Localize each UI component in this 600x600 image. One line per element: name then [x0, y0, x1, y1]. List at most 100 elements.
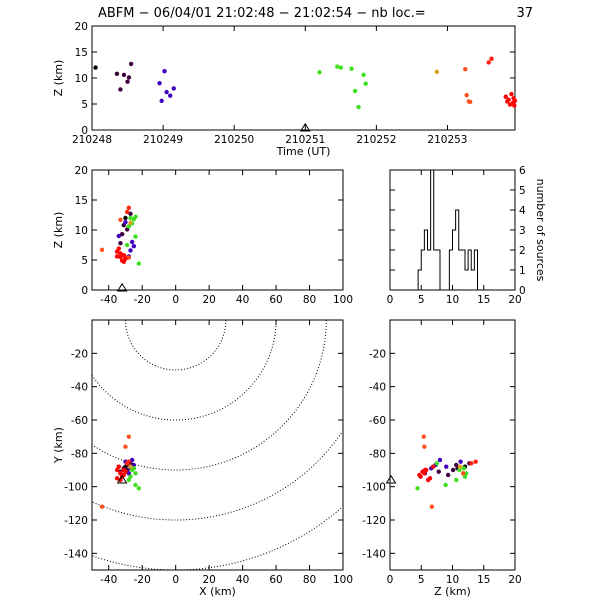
data-point	[460, 471, 466, 476]
y-axis-label: number of sources	[534, 179, 547, 282]
x-tick-label: 10	[446, 294, 459, 306]
data-point	[124, 242, 130, 248]
y-tick-label: -140	[362, 548, 386, 560]
data-point	[512, 103, 517, 108]
data-point	[437, 457, 443, 463]
x-tick-label: 60	[269, 294, 282, 306]
data-point	[93, 65, 98, 70]
data-point	[429, 504, 435, 509]
x-axis-label: Time (UT)	[276, 145, 331, 158]
data-point	[126, 224, 132, 229]
data-point	[128, 248, 133, 253]
x-tick-label: -40	[100, 294, 117, 306]
panel-x-y: -40 -20 0 20 40 60 80 100 -140 -120 -100 -80 -60 -40 -…	[52, 319, 353, 598]
data-point	[468, 99, 473, 105]
data-point	[450, 467, 456, 473]
data-point	[486, 60, 491, 65]
data-point	[128, 61, 134, 67]
y-tick-label: -100	[64, 482, 88, 494]
data-point	[131, 244, 137, 249]
x-tick-label: 80	[303, 574, 316, 586]
plot-frame	[91, 169, 344, 291]
data-point	[116, 464, 121, 469]
data-point	[164, 89, 169, 95]
data-point	[118, 471, 123, 476]
x-tick-label: 0	[387, 294, 394, 306]
data-point	[464, 92, 469, 98]
data-point	[129, 239, 135, 245]
data-point	[129, 457, 135, 463]
plot-frame	[91, 25, 516, 131]
x-tick-label: 210253	[427, 134, 467, 146]
data-point	[506, 97, 511, 103]
data-point	[454, 462, 459, 468]
data-point	[457, 467, 462, 473]
data-point	[512, 98, 518, 104]
data-point	[469, 461, 474, 466]
data-point	[464, 471, 469, 476]
x-tick-label: 5	[418, 574, 425, 586]
data-point	[338, 65, 344, 70]
data-point	[349, 66, 354, 71]
data-point	[415, 486, 420, 491]
x-tick-label: -40	[100, 574, 117, 586]
data-point	[458, 459, 463, 464]
y-tick-label: -60	[71, 415, 88, 427]
data-point	[445, 472, 451, 478]
x-tick-label: 20	[202, 294, 215, 306]
data-point	[123, 469, 128, 474]
y-tick-label: -120	[64, 515, 88, 527]
x-tick-label: 100	[333, 294, 353, 306]
x-tick-label: -20	[134, 574, 151, 586]
data-point	[114, 467, 120, 473]
x-tick-label: 40	[236, 574, 249, 586]
x-tick-label: 100	[333, 574, 353, 586]
y-tick-label: -120	[362, 515, 386, 527]
x-tick-label: 210251	[285, 134, 325, 146]
y-tick-label: 1	[519, 265, 526, 277]
data-point	[457, 464, 463, 469]
data-point	[118, 241, 123, 246]
y-tick-label: -20	[71, 348, 88, 360]
data-point	[121, 259, 126, 264]
y-tick-label: 15	[75, 195, 88, 207]
data-point	[461, 466, 466, 471]
data-point	[317, 70, 322, 75]
y-tick-label: 0	[81, 125, 88, 137]
data-point	[157, 81, 162, 86]
data-point	[363, 81, 368, 86]
data-point	[335, 64, 340, 69]
data-point	[133, 482, 138, 488]
data-point	[123, 444, 128, 449]
data-point	[162, 69, 167, 74]
y-tick-label: -40	[369, 382, 386, 394]
data-point	[114, 476, 120, 481]
data-point	[133, 234, 138, 239]
x-axis-label: X (km)	[199, 585, 236, 598]
data-point	[434, 69, 439, 74]
y-tick-label: -40	[71, 382, 88, 394]
data-point	[128, 474, 133, 479]
x-tick-label: 210248	[72, 134, 112, 146]
data-point	[121, 253, 126, 258]
data-point	[99, 504, 105, 509]
data-point	[116, 246, 121, 251]
data-point	[356, 104, 361, 110]
x-tick-label: 20	[508, 294, 521, 306]
panel-x-z: -40 -20 0 20 40 60 80 100 0 5 10 15 20 Z (km)	[52, 165, 353, 306]
x-tick-label: 210249	[143, 134, 183, 146]
data-point	[417, 472, 422, 478]
plot-frame	[91, 319, 344, 571]
data-point	[168, 93, 173, 98]
y-axis-label: Y (km)	[52, 427, 65, 464]
data-point	[422, 444, 427, 449]
data-point	[422, 467, 428, 473]
data-point	[118, 254, 123, 260]
y-tick-label: 5	[81, 255, 88, 267]
y-axis-label: Z (km)	[52, 60, 65, 97]
station-marker	[299, 122, 311, 132]
data-point	[361, 72, 366, 78]
y-tick-label: -60	[369, 415, 386, 427]
y-tick-label: 10	[75, 73, 88, 85]
